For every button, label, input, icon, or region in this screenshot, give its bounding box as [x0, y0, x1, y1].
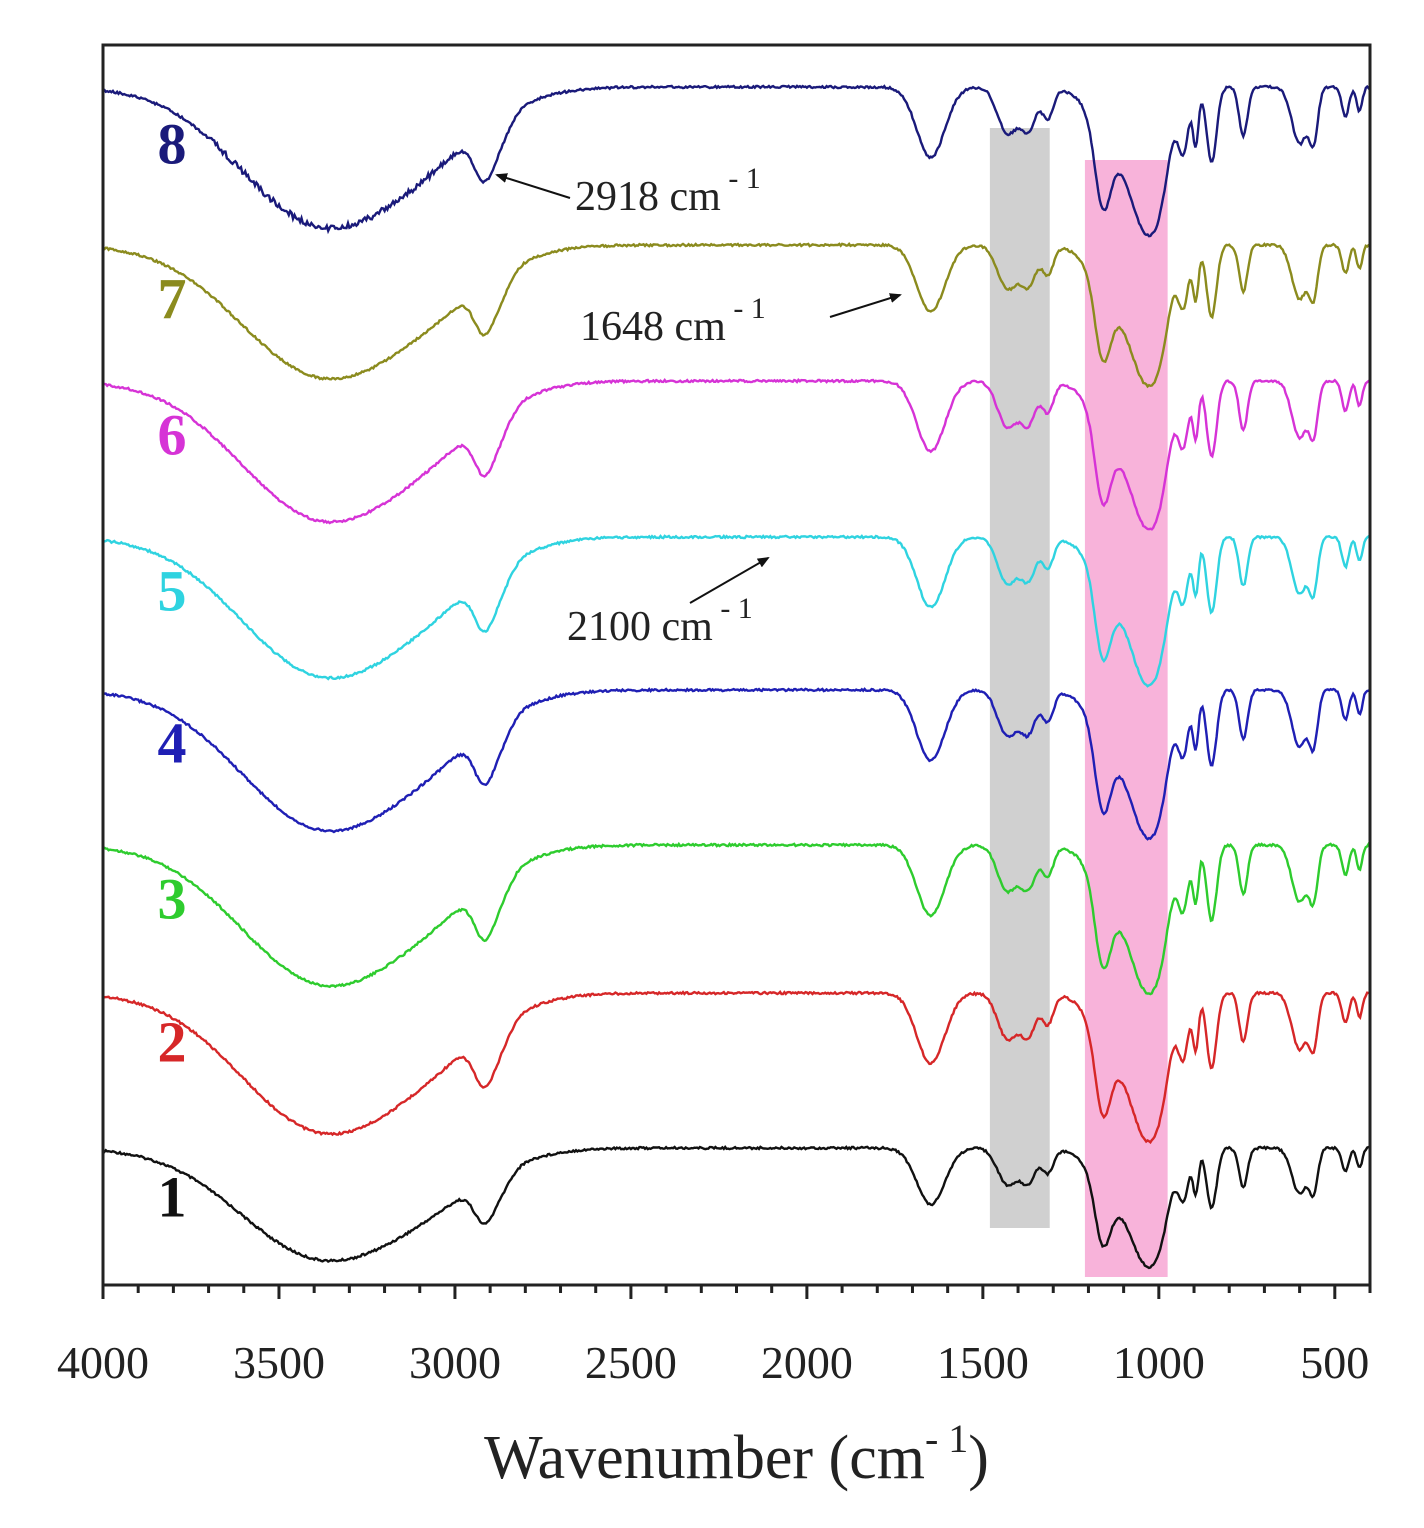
series-label-7: 7 — [158, 266, 187, 331]
series-label-6: 6 — [158, 402, 187, 467]
annotation-arrow-2 — [829, 293, 902, 318]
series-line-2 — [102, 990, 1371, 1145]
x-axis-title-close: ) — [968, 1424, 989, 1492]
pink-band — [1084, 160, 1168, 1277]
x-axis-title-text: Wavenumber (cm — [484, 1424, 925, 1492]
x-axis-title: Wavenumber (cm- 1) — [484, 1416, 989, 1492]
series-label-3: 3 — [158, 866, 187, 931]
annotation-label-3: 2100 cm - 1 — [567, 592, 753, 650]
series-label-2: 2 — [158, 1009, 187, 1074]
x-tick-label: 500 — [1300, 1337, 1369, 1388]
series-line-7 — [102, 241, 1371, 389]
annotation-arrow-3 — [689, 557, 770, 604]
x-tick-label: 2000 — [761, 1337, 853, 1388]
series-line-3 — [102, 841, 1371, 996]
annotation-label-1: 2918 cm - 1 — [575, 162, 761, 220]
series-line-6 — [102, 378, 1371, 531]
series-line-4 — [102, 687, 1371, 841]
x-tick-label: 4000 — [57, 1337, 149, 1388]
annotations: 2918 cm - 1 1648 cm - 1 2100 cm - 1 — [495, 162, 902, 650]
series-label-5: 5 — [158, 558, 187, 623]
annotation-arrow-1 — [495, 173, 571, 199]
gray-band — [989, 128, 1050, 1228]
x-axis-ticks: 4000 3500 3000 2500 2000 1500 1000 500 — [57, 1285, 1372, 1388]
x-tick-label: 2500 — [585, 1337, 677, 1388]
series-line-8 — [102, 84, 1371, 238]
spectra-series — [102, 84, 1371, 1270]
x-tick-label: 3000 — [409, 1337, 501, 1388]
series-label-8: 8 — [158, 111, 187, 176]
x-tick-label: 1000 — [1113, 1337, 1205, 1388]
x-axis-title-exponent: - 1 — [925, 1416, 968, 1461]
series-label-4: 4 — [158, 710, 187, 775]
x-tick-label: 3500 — [233, 1337, 325, 1388]
series-label-1: 1 — [158, 1164, 187, 1229]
annotation-label-2: 1648 cm - 1 — [580, 292, 766, 350]
x-tick-label: 1500 — [937, 1337, 1029, 1388]
series-line-1 — [102, 1145, 1371, 1270]
series-line-5 — [102, 534, 1371, 688]
series-labels: 1 2 3 4 5 6 7 8 — [158, 111, 187, 1229]
